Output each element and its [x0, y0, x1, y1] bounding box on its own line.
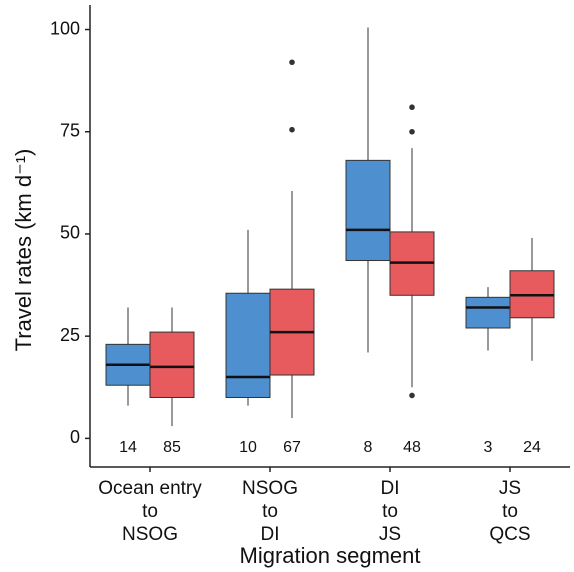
- x-axis-label: Migration segment: [240, 543, 421, 568]
- outlier: [289, 59, 295, 66]
- outlier: [289, 126, 295, 133]
- y-axis-label: Travel rates (km d⁻¹): [11, 149, 36, 352]
- count-label: 10: [239, 439, 257, 456]
- y-tick-label: 75: [60, 120, 80, 140]
- box: [465, 296, 511, 329]
- outlier: [409, 128, 415, 135]
- count-label: 67: [283, 439, 301, 456]
- count-label: 24: [523, 439, 541, 456]
- x-tick-label: Ocean entry: [98, 478, 202, 499]
- x-tick-label: QCS: [489, 524, 530, 545]
- count-label: 3: [484, 439, 493, 456]
- outlier: [409, 392, 415, 399]
- x-tick-label: JS: [499, 478, 521, 499]
- box: [149, 331, 195, 398]
- box: [345, 159, 391, 262]
- y-tick-label: 100: [50, 18, 80, 38]
- count-label: 85: [163, 439, 181, 456]
- count-label: 8: [364, 439, 373, 456]
- x-tick-label: to: [142, 501, 158, 522]
- x-tick-label: to: [502, 501, 518, 522]
- box: [225, 292, 271, 398]
- x-tick-label: NSOG: [242, 478, 298, 499]
- x-tick-label: to: [262, 501, 278, 522]
- x-tick-label: JS: [379, 524, 401, 545]
- count-label: 48: [403, 439, 421, 456]
- x-tick-label: NSOG: [122, 524, 178, 545]
- y-tick-label: 50: [60, 223, 80, 243]
- count-label: 14: [119, 439, 137, 456]
- x-tick-label: DI: [261, 524, 280, 545]
- outlier: [409, 104, 415, 111]
- x-tick-label: to: [382, 501, 398, 522]
- x-tick-label: DI: [381, 478, 400, 499]
- y-tick-label: 0: [70, 427, 80, 447]
- y-tick-label: 25: [60, 325, 80, 345]
